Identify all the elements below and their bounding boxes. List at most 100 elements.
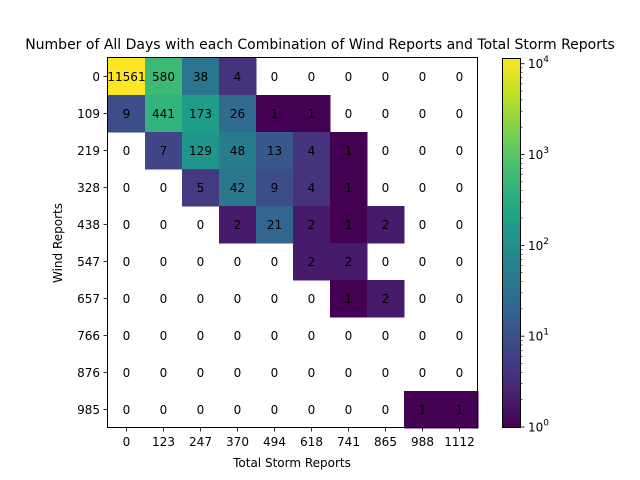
cell-value-label: 21 xyxy=(267,218,282,232)
heatmap-cell xyxy=(367,206,405,244)
cell-value-label: 0 xyxy=(197,329,205,343)
x-axis-ticks: 0 123 247 370 494 618 741 865 988 1112 xyxy=(123,427,475,449)
y-tick-label: 876 xyxy=(77,366,100,380)
cell-value-label: 0 xyxy=(197,292,205,306)
cell-value-label: 0 xyxy=(234,292,242,306)
cell-value-label: 0 xyxy=(160,292,168,306)
y-tick-label: 657 xyxy=(77,292,100,306)
cell-value-label: 173 xyxy=(189,107,212,121)
y-tick-label: 109 xyxy=(77,107,100,121)
cell-value-label: 0 xyxy=(456,181,464,195)
cell-value-label: 2 xyxy=(234,218,242,232)
cell-value-label: 9 xyxy=(271,181,279,195)
cell-value-label: 0 xyxy=(197,255,205,269)
cell-value-label: 0 xyxy=(419,255,427,269)
heatmap-cell xyxy=(256,169,294,207)
cell-value-label: 0 xyxy=(271,255,279,269)
cell-value-label: 0 xyxy=(160,218,168,232)
plot-frame xyxy=(107,57,478,428)
cell-value-label: 0 xyxy=(308,366,316,380)
heatmap-cell xyxy=(256,95,294,133)
heatmap-cell xyxy=(219,95,257,133)
x-tick-label: 865 xyxy=(374,435,397,449)
cell-value-label: 5 xyxy=(197,181,205,195)
cell-value-label: 11561 xyxy=(107,70,145,84)
cell-value-label: 48 xyxy=(230,144,245,158)
cell-value-label: 0 xyxy=(197,218,205,232)
cell-value-label: 0 xyxy=(345,366,353,380)
y-tick-label: 766 xyxy=(77,329,100,343)
cell-value-label: 0 xyxy=(123,181,131,195)
cell-value-label: 0 xyxy=(345,403,353,417)
heatmap-cell xyxy=(293,169,331,207)
cell-value-label: 0 xyxy=(234,329,242,343)
cell-value-label: 0 xyxy=(271,70,279,84)
cell-value-label: 4 xyxy=(308,144,316,158)
cell-value-label: 0 xyxy=(160,181,168,195)
cell-value-label: 1 xyxy=(345,218,353,232)
cell-value-label: 0 xyxy=(345,107,353,121)
cell-value-label: 0 xyxy=(160,403,168,417)
cell-value-label: 9 xyxy=(123,107,131,121)
cell-value-label: 580 xyxy=(152,70,175,84)
heatmap-cell xyxy=(182,132,220,170)
heatmap-cell xyxy=(330,206,368,244)
cell-value-label: 0 xyxy=(271,403,279,417)
y-tick-label: 547 xyxy=(77,255,100,269)
cell-value-labels: 11561 580 38 4 0 0 0 0 0 09 441 173 26 1 1 0 0 0 00 7 129 48 1… xyxy=(107,70,463,417)
heatmap-cell xyxy=(293,95,331,133)
cell-value-label: 13 xyxy=(267,144,282,158)
y-axis-label: Wind Reports xyxy=(51,203,65,283)
heatmap-cell xyxy=(145,132,183,170)
cell-value-label: 0 xyxy=(271,329,279,343)
cell-value-label: 0 xyxy=(382,255,390,269)
cell-value-label: 0 xyxy=(382,70,390,84)
x-tick-label: 1112 xyxy=(444,435,475,449)
x-tick-label: 494 xyxy=(263,435,286,449)
heatmap-cell xyxy=(219,132,257,170)
cell-value-label: 0 xyxy=(456,255,464,269)
cell-value-label: 1 xyxy=(419,403,427,417)
cell-value-label: 0 xyxy=(456,107,464,121)
cell-value-label: 7 xyxy=(160,144,168,158)
cell-value-label: 0 xyxy=(382,329,390,343)
cell-value-label: 0 xyxy=(456,70,464,84)
cell-value-label: 0 xyxy=(123,292,131,306)
heatmap-cell xyxy=(441,391,479,429)
cell-value-label: 0 xyxy=(382,366,390,380)
cell-value-label: 1 xyxy=(308,107,316,121)
cell-value-label: 129 xyxy=(189,144,212,158)
y-tick-label: 0 xyxy=(92,70,100,84)
heatmap-cell xyxy=(404,391,442,429)
cell-value-label: 441 xyxy=(152,107,175,121)
cell-value-label: 4 xyxy=(308,181,316,195)
cell-value-label: 0 xyxy=(382,181,390,195)
cell-value-label: 0 xyxy=(419,107,427,121)
cell-value-label: 0 xyxy=(456,144,464,158)
y-tick-label: 219 xyxy=(77,144,100,158)
cell-value-label: 0 xyxy=(160,366,168,380)
chart-title: Number of All Days with each Combination… xyxy=(25,37,615,53)
cell-value-label: 0 xyxy=(308,329,316,343)
heatmap-cell xyxy=(145,95,183,133)
cell-value-label: 0 xyxy=(160,255,168,269)
cell-value-label: 0 xyxy=(419,144,427,158)
cell-value-label: 2 xyxy=(308,218,316,232)
cell-value-label: 0 xyxy=(345,70,353,84)
cell-value-label: 0 xyxy=(456,218,464,232)
heatmap-cell xyxy=(293,206,331,244)
y-tick-label: 985 xyxy=(77,403,100,417)
cell-value-label: 0 xyxy=(456,292,464,306)
heatmap-cell xyxy=(330,169,368,207)
cell-value-label: 1 xyxy=(456,403,464,417)
cell-value-label: 1 xyxy=(345,181,353,195)
heatmap-cell xyxy=(367,280,405,318)
y-axis-ticks: 0 109 219 328 438 547 657 766 876 985 xyxy=(77,70,108,417)
heatmap-cells xyxy=(108,58,479,429)
heatmap-cell xyxy=(293,132,331,170)
cell-value-label: 0 xyxy=(123,366,131,380)
cell-value-label: 0 xyxy=(419,218,427,232)
heatmap-cell xyxy=(256,132,294,170)
x-tick-label: 988 xyxy=(411,435,434,449)
